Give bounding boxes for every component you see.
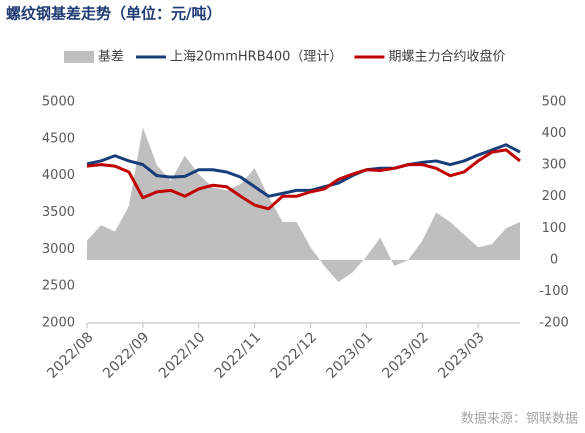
x-tick-label: 2022/08 bbox=[44, 329, 96, 381]
x-tick-label: 2022/09 bbox=[100, 329, 152, 381]
y2-tick-label: 200 bbox=[542, 189, 567, 204]
y2-tick-label: 400 bbox=[542, 126, 567, 141]
y-tick-label: 3000 bbox=[42, 242, 75, 257]
x-tick-label: 2022/12 bbox=[268, 329, 320, 381]
y-tick-label: 4000 bbox=[42, 168, 75, 183]
y-tick-label: 4500 bbox=[42, 131, 75, 146]
legend-label: 期螺主力合约收盘价 bbox=[388, 49, 505, 65]
x-tick-label: 2023/02 bbox=[379, 329, 431, 381]
y-tick-label: 5000 bbox=[42, 95, 75, 110]
y2-tick-label: -100 bbox=[539, 284, 569, 299]
x-tick-label: 2022/11 bbox=[212, 329, 264, 381]
legend: 基差 上海20mmHRB400（理计） 期螺主力合约收盘价 bbox=[64, 49, 505, 65]
y2-tick-label: 100 bbox=[542, 221, 567, 236]
legend-swatch bbox=[64, 51, 94, 63]
chart-title: 螺纹钢基差走势（单位：元/吨） bbox=[6, 5, 221, 23]
y2-tick-label: 300 bbox=[542, 158, 567, 173]
x-tick-label: 2023/01 bbox=[324, 329, 376, 381]
y2-tick-label: 0 bbox=[550, 252, 558, 267]
legend-label: 上海20mmHRB400（理计） bbox=[170, 50, 342, 65]
y-tick-label: 2500 bbox=[42, 279, 75, 294]
y-tick-label: 2000 bbox=[42, 316, 75, 331]
x-tick-label: 2023/03 bbox=[435, 329, 487, 381]
legend-label: 基差 bbox=[98, 50, 124, 65]
y2-tick-label: -200 bbox=[539, 316, 569, 331]
x-tick-label: 2022/10 bbox=[156, 329, 208, 381]
y-tick-label: 3500 bbox=[42, 205, 75, 220]
basis-area bbox=[87, 127, 520, 282]
source-note: 数据来源：钢联数据 bbox=[461, 412, 578, 427]
price-line bbox=[86, 143, 521, 198]
y2-tick-label: 500 bbox=[542, 95, 567, 110]
price-line bbox=[86, 148, 521, 211]
